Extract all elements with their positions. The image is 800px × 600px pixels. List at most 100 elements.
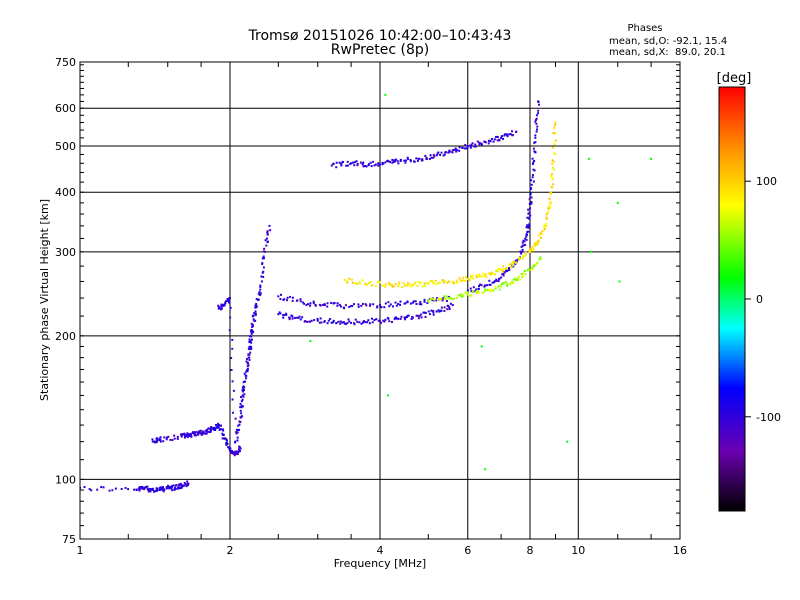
data-point xyxy=(492,289,495,292)
data-point xyxy=(229,306,232,309)
data-point xyxy=(529,186,532,189)
data-point xyxy=(246,370,249,373)
data-point xyxy=(173,434,176,437)
data-point xyxy=(186,436,189,439)
data-point xyxy=(452,297,455,300)
data-point xyxy=(233,441,236,444)
data-point xyxy=(250,341,253,344)
data-point xyxy=(435,154,438,157)
data-point xyxy=(137,487,140,490)
data-point xyxy=(155,437,158,440)
data-point xyxy=(367,163,370,166)
data-point xyxy=(478,143,481,146)
data-point xyxy=(350,321,353,324)
data-point xyxy=(304,320,307,323)
data-point xyxy=(551,178,554,181)
data-point xyxy=(417,317,420,320)
data-point xyxy=(262,266,265,269)
data-point xyxy=(138,486,141,489)
data-point xyxy=(221,304,224,307)
data-point xyxy=(333,301,336,304)
data-point xyxy=(186,480,189,483)
data-point xyxy=(330,164,333,167)
data-point xyxy=(616,201,619,204)
data-point xyxy=(301,316,304,319)
data-point xyxy=(313,319,316,322)
data-point xyxy=(239,396,242,399)
data-point xyxy=(343,322,346,325)
y-tick-label: 200 xyxy=(55,330,76,343)
data-point xyxy=(207,427,210,430)
data-point xyxy=(551,176,554,179)
data-point xyxy=(432,311,435,314)
data-point xyxy=(508,268,511,271)
data-point xyxy=(357,305,360,308)
data-point xyxy=(339,320,342,323)
data-point xyxy=(497,285,500,288)
data-point xyxy=(259,293,262,296)
data-point xyxy=(537,234,540,237)
data-point xyxy=(428,157,431,160)
data-point xyxy=(172,484,175,487)
data-point xyxy=(505,267,508,270)
data-point xyxy=(263,247,266,250)
data-point xyxy=(522,275,525,278)
data-point xyxy=(483,285,486,288)
data-point xyxy=(475,276,478,279)
data-point xyxy=(528,202,531,205)
data-point xyxy=(346,322,349,325)
data-point xyxy=(221,432,224,435)
data-point xyxy=(323,320,326,323)
data-point xyxy=(249,351,252,354)
data-point xyxy=(404,161,407,164)
data-point xyxy=(254,312,257,315)
data-point xyxy=(102,486,105,489)
data-point xyxy=(490,273,493,276)
data-point xyxy=(138,487,141,490)
data-point xyxy=(527,208,530,211)
data-point xyxy=(362,161,365,164)
data-point xyxy=(365,283,368,286)
data-point xyxy=(475,274,478,277)
data-point xyxy=(201,432,204,435)
data-point xyxy=(255,302,258,305)
data-point xyxy=(526,224,529,227)
data-point xyxy=(404,316,407,319)
data-point xyxy=(448,306,451,309)
data-point xyxy=(336,302,339,305)
data-point xyxy=(339,305,342,308)
data-point xyxy=(227,298,230,301)
data-point xyxy=(441,279,444,282)
data-point xyxy=(533,150,536,153)
data-point xyxy=(343,307,346,310)
data-point xyxy=(431,297,434,300)
data-point xyxy=(554,123,557,126)
data-point xyxy=(618,280,621,283)
data-point xyxy=(519,278,522,281)
data-point xyxy=(525,235,528,238)
data-point xyxy=(330,301,333,304)
data-point xyxy=(491,272,494,275)
y-tick-label: 600 xyxy=(55,102,76,115)
data-point xyxy=(330,321,333,324)
data-point xyxy=(403,159,406,162)
data-point xyxy=(238,423,241,426)
data-point xyxy=(316,319,319,322)
data-point xyxy=(374,284,377,287)
data-point xyxy=(389,303,392,306)
data-point xyxy=(190,435,193,438)
data-point xyxy=(231,398,234,401)
data-point xyxy=(552,166,555,169)
data-point xyxy=(487,142,490,145)
data-point xyxy=(391,161,394,164)
data-point xyxy=(277,313,280,316)
data-point xyxy=(523,240,526,243)
data-point xyxy=(238,448,241,451)
data-point xyxy=(230,356,233,359)
data-point xyxy=(531,162,534,165)
data-point xyxy=(430,298,433,301)
data-point xyxy=(351,305,354,308)
data-point xyxy=(184,434,187,437)
data-point xyxy=(458,277,461,280)
data-point xyxy=(449,150,452,153)
